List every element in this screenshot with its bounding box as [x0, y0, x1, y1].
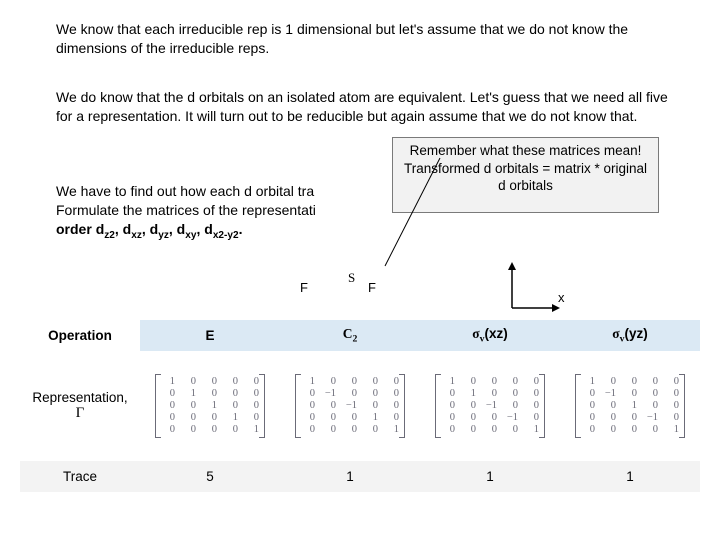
- trace-svyz: 1: [560, 461, 700, 492]
- matrix-svxz-cell: 100000100000−100000−1000001: [420, 351, 560, 461]
- matrix-E-cell: 1000001000001000001000001: [140, 351, 280, 461]
- table-trace-row: Trace 5 1 1 1: [20, 461, 700, 492]
- order-prefix: order: [56, 221, 96, 237]
- matrix-svyz: 100000−100000100000−1000001: [575, 374, 685, 438]
- ff-right-label: F: [368, 280, 376, 295]
- callout-line1: Remember what these matrices mean!: [410, 143, 642, 158]
- gamma-symbol: Γ: [76, 405, 85, 421]
- callout-line2: Transformed d orbitals = matrix * origin…: [404, 161, 647, 194]
- header-sigma-yz: σv(yz): [560, 320, 700, 351]
- rep-row-label: Representation, Γ: [20, 351, 140, 461]
- orbital-order-line: order dz2, dxz, dyz, dxy, dx2-y2.: [56, 220, 396, 242]
- ff-s-label: S: [348, 270, 355, 286]
- trace-E: 5: [140, 461, 280, 492]
- axes-x-label: x: [558, 290, 565, 305]
- matrix-C2-cell: 100000−100000−1000001000001: [280, 351, 420, 461]
- orbital-list: dz2, dxz, dyz, dxy, dx2-y2: [96, 221, 239, 237]
- header-E: E: [140, 320, 280, 351]
- header-sigma-xz: σv(xz): [420, 320, 560, 351]
- ff-diagram: S F F: [300, 270, 420, 310]
- table-representation-row: Representation, Γ 1000001000001000001000…: [20, 351, 700, 461]
- callout-box: Remember what these matrices mean! Trans…: [392, 137, 659, 213]
- trace-C2: 1: [280, 461, 420, 492]
- paragraph-1: We know that each irreducible rep is 1 d…: [56, 20, 666, 58]
- matrix-C2: 100000−100000−1000001000001: [295, 374, 405, 438]
- header-C2: C2: [280, 320, 420, 351]
- axes-diagram: x: [500, 260, 580, 316]
- operations-table: Operation E C2 σv(xz) σv(yz) Representat…: [20, 320, 700, 492]
- rep-label-line1: Representation,: [32, 390, 127, 405]
- paragraph-3a: We have to find out how each d orbital t…: [56, 183, 314, 199]
- header-operation: Operation: [20, 320, 140, 351]
- table-header-row: Operation E C2 σv(xz) σv(yz): [20, 320, 700, 351]
- matrix-svyz-cell: 100000−100000100000−1000001: [560, 351, 700, 461]
- matrix-E: 1000001000001000001000001: [155, 374, 265, 438]
- ff-left-label: F: [300, 280, 308, 295]
- paragraph-3: We have to find out how each d orbital t…: [56, 182, 396, 220]
- paragraph-3b: Formulate the matrices of the representa…: [56, 202, 316, 218]
- matrix-svxz: 100000100000−100000−1000001: [435, 374, 545, 438]
- trace-label: Trace: [20, 461, 140, 492]
- paragraph-2: We do know that the d orbitals on an iso…: [56, 88, 672, 126]
- trace-svxz: 1: [420, 461, 560, 492]
